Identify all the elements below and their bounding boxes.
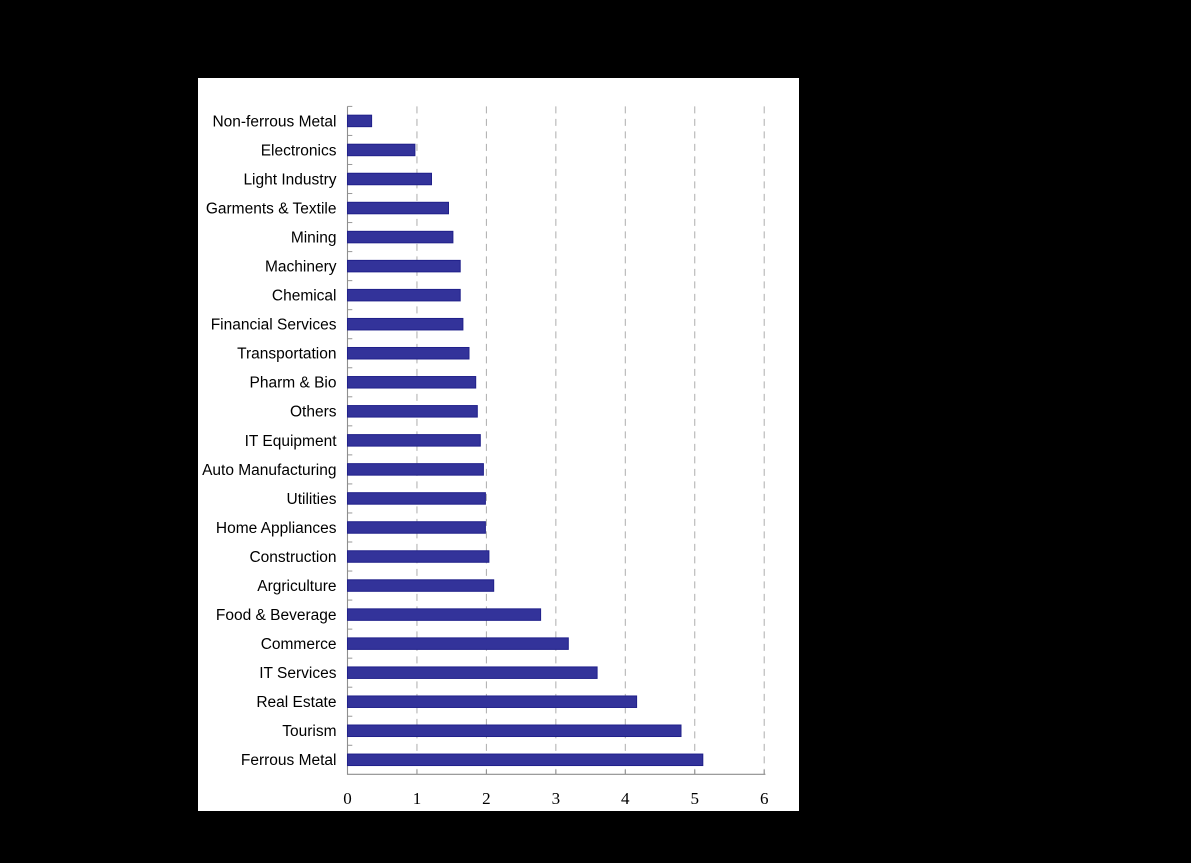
svg-text:Food & Beverage: Food & Beverage bbox=[216, 607, 337, 624]
svg-text:Ferrous Metal: Ferrous Metal bbox=[241, 752, 337, 769]
svg-text:2: 2 bbox=[482, 789, 491, 808]
svg-text:Utilities: Utilities bbox=[287, 491, 337, 508]
svg-text:Chemical: Chemical bbox=[272, 288, 337, 305]
svg-text:Electronics: Electronics bbox=[261, 142, 337, 159]
svg-text:Non-ferrous Metal: Non-ferrous Metal bbox=[212, 113, 336, 130]
svg-text:3: 3 bbox=[552, 789, 561, 808]
svg-text:Tourism: Tourism bbox=[282, 723, 336, 740]
svg-text:Transportation: Transportation bbox=[237, 346, 336, 363]
svg-text:Garments & Textile: Garments & Textile bbox=[206, 200, 337, 217]
svg-text:Mining: Mining bbox=[291, 229, 337, 246]
svg-text:Argriculture: Argriculture bbox=[257, 578, 336, 595]
svg-text:Real Estate: Real Estate bbox=[256, 694, 336, 711]
svg-text:Others: Others bbox=[290, 404, 337, 421]
svg-text:Pharm & Bio: Pharm & Bio bbox=[249, 375, 336, 392]
svg-text:Construction: Construction bbox=[249, 549, 336, 566]
svg-text:4: 4 bbox=[621, 789, 630, 808]
svg-text:IT Services: IT Services bbox=[259, 665, 336, 682]
svg-text:IT Equipment: IT Equipment bbox=[245, 433, 338, 450]
svg-text:1: 1 bbox=[413, 789, 422, 808]
svg-text:Auto Manufacturing: Auto Manufacturing bbox=[202, 462, 336, 479]
svg-text:Light Industry: Light Industry bbox=[243, 171, 336, 188]
svg-text:5: 5 bbox=[691, 789, 700, 808]
svg-text:Machinery: Machinery bbox=[265, 259, 337, 276]
svg-text:0: 0 bbox=[343, 789, 352, 808]
svg-text:Financial Services: Financial Services bbox=[211, 317, 337, 334]
svg-text:Commerce: Commerce bbox=[261, 636, 337, 653]
svg-text:Home Appliances: Home Appliances bbox=[216, 520, 337, 537]
svg-text:6: 6 bbox=[760, 789, 769, 808]
